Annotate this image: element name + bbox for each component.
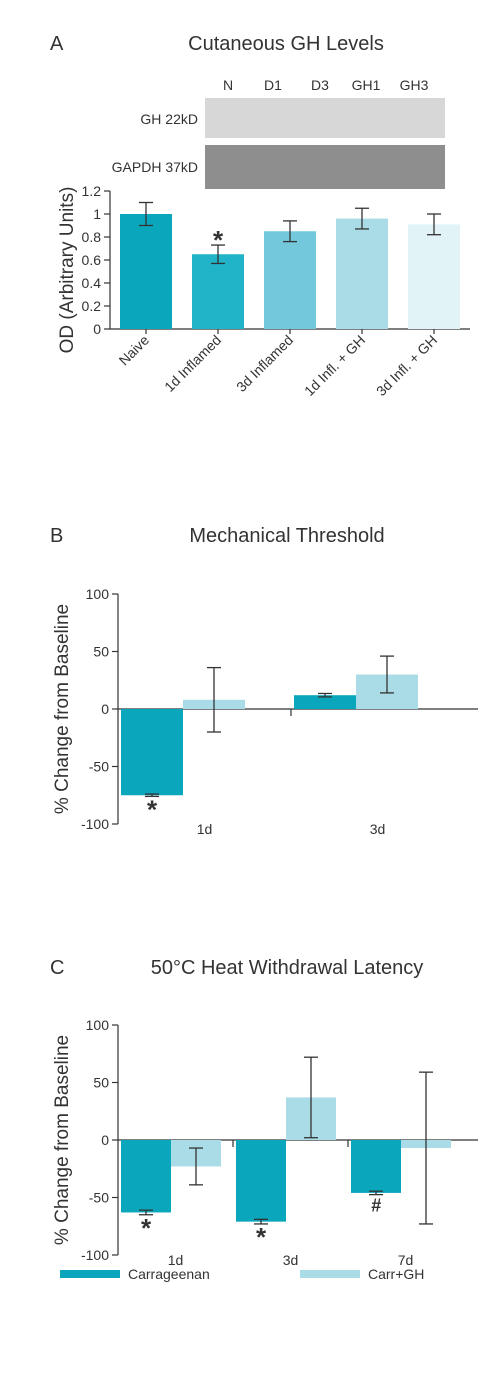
panel-c-y-axis-label: % Change from Baseline <box>52 1035 73 1245</box>
bar <box>120 214 172 329</box>
legend-label-carr-gh: Carr+GH <box>368 1266 424 1282</box>
bar <box>351 1140 401 1193</box>
legend: Carrageenan Carr+GH <box>60 1266 424 1282</box>
x-tick-label: 3d Infl. + GH <box>373 332 440 399</box>
blot-lane-label: D3 <box>311 77 329 93</box>
x-tick-label: 1d Infl. + GH <box>301 332 368 399</box>
panel-a-letter: A <box>50 33 64 55</box>
legend-swatch-carrageenan <box>60 1270 120 1278</box>
bar <box>408 224 460 329</box>
significance-marker: # <box>371 1196 381 1216</box>
x-tick-label: 3d <box>370 821 386 837</box>
significance-marker: * <box>141 1213 152 1243</box>
blot-lane-label: GH1 <box>352 77 381 93</box>
y-tick-label: 50 <box>93 1075 109 1091</box>
panel-c-letter: C <box>50 957 64 979</box>
y-tick-label: 0.8 <box>82 229 102 245</box>
y-tick-label: 0 <box>101 1132 109 1148</box>
x-tick-label: 3d Inflamed <box>233 332 296 395</box>
panel-a-title: Cutaneous GH Levels <box>188 33 384 55</box>
panel-b-bar-chart: -100 -50 0 50 100 1d 3d * <box>81 586 478 837</box>
y-tick-label: 0.4 <box>82 275 102 291</box>
blot-strip-gh <box>205 98 445 138</box>
bar <box>264 231 316 329</box>
blot-strip-gapdh <box>205 145 445 189</box>
panel-a-y-axis-label: OD (Arbitrary Units) <box>57 187 78 354</box>
bar <box>192 254 244 329</box>
y-tick-label: 50 <box>93 644 109 660</box>
y-tick-label: 0.6 <box>82 252 102 268</box>
western-blot: GH 22kD GAPDH 37kD N D1 D3 GH1 GH3 <box>112 77 445 189</box>
x-tick-label: 1d Inflamed <box>161 332 224 395</box>
significance-marker: * <box>256 1222 267 1252</box>
x-tick-label: Naive <box>115 332 152 369</box>
x-tick-label: 1d <box>197 821 213 837</box>
y-tick-label: -100 <box>81 816 109 832</box>
x-tick-label: 7d <box>398 1252 414 1268</box>
y-tick-label: 0 <box>93 321 101 337</box>
panel-c-bar-chart: -100 -50 0 50 100 1d 3d 7d * * # <box>81 1017 478 1268</box>
legend-swatch-carr-gh <box>300 1270 360 1278</box>
panel-b: B Mechanical Threshold % Change from Bas… <box>50 525 478 837</box>
significance-marker: * <box>147 794 158 824</box>
blot-lane-label: GH3 <box>400 77 429 93</box>
y-tick-label: 100 <box>86 586 110 602</box>
panel-b-y-axis-label: % Change from Baseline <box>52 604 73 814</box>
panel-b-letter: B <box>50 525 63 547</box>
x-tick-label: 1d <box>168 1252 184 1268</box>
y-tick-label: 0.2 <box>82 298 102 314</box>
blot-row-label-gh: GH 22kD <box>140 111 198 127</box>
bar <box>294 695 356 709</box>
y-tick-label: 1 <box>93 206 101 222</box>
y-tick-label: 1.2 <box>82 183 102 199</box>
bar <box>121 709 183 796</box>
panel-a: A Cutaneous GH Levels GH 22kD GAPDH 37kD… <box>50 33 470 399</box>
y-tick-label: 0 <box>101 701 109 717</box>
y-tick-label: -50 <box>89 1190 109 1206</box>
bar <box>121 1140 171 1213</box>
blot-lane-label: D1 <box>264 77 282 93</box>
x-tick-label: 3d <box>283 1252 299 1268</box>
blot-row-label-gapdh: GAPDH 37kD <box>112 159 198 175</box>
panel-c: C 50°C Heat Withdrawal Latency % Change … <box>50 957 478 1268</box>
panel-b-title: Mechanical Threshold <box>189 525 384 547</box>
bar <box>236 1140 286 1222</box>
legend-label-carrageenan: Carrageenan <box>128 1266 210 1282</box>
significance-marker: * <box>213 225 224 255</box>
y-tick-label: 100 <box>86 1017 110 1033</box>
panel-c-title: 50°C Heat Withdrawal Latency <box>151 957 424 979</box>
y-tick-label: -100 <box>81 1247 109 1263</box>
bar <box>336 218 388 329</box>
y-tick-label: -50 <box>89 759 109 775</box>
blot-lane-label: N <box>223 77 233 93</box>
